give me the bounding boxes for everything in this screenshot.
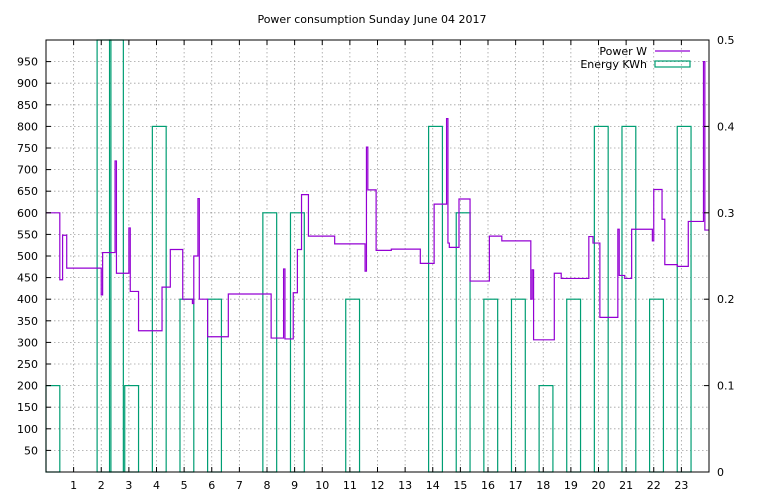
power-line [46,61,709,341]
x-tick-label: 15 [453,479,467,492]
y-right-tick-label: 0.1 [717,380,735,393]
x-tick-label: 10 [315,479,329,492]
x-tick-label: 13 [398,479,412,492]
y-right-tick-label: 0.4 [717,120,735,133]
x-tick-label: 19 [564,479,578,492]
y-right-tick-label: 0 [717,466,724,479]
x-tick-label: 2 [98,479,105,492]
y-left-tick-label: 700 [17,164,38,177]
energy-bar [649,298,665,473]
y-left-tick-label: 850 [17,99,38,112]
legend-swatch-energy [654,60,691,68]
y-left-tick-label: 800 [17,120,38,133]
y-right-tick-label: 0.2 [717,293,735,306]
x-tick-label: 12 [371,479,385,492]
x-tick-label: 23 [674,479,688,492]
power-line-layer [46,61,709,341]
y-left-tick-label: 200 [17,380,38,393]
chart-title: Power consumption Sunday June 04 2017 [257,13,486,26]
y-left-tick-label: 550 [17,228,38,241]
x-tick-label: 14 [426,479,440,492]
axis-ticks: 1 2 3 4 5 6 7 8 9 10 11 12 13 14 15 16 17 18 19 20 21 22 23501… [17,34,735,492]
x-tick-label: 22 [647,479,661,492]
x-tick-label: 1 [70,479,77,492]
x-tick-label: 11 [343,479,357,492]
x-tick-label: 5 [181,479,188,492]
y-left-tick-label: 650 [17,185,38,198]
y-left-tick-label: 750 [17,142,38,155]
x-tick-label: 9 [291,479,298,492]
x-tick-label: 20 [592,479,606,492]
y-left-tick-label: 150 [17,401,38,414]
energy-bar [345,298,361,473]
y-left-tick-label: 900 [17,77,38,90]
legend-label-energy: Energy KWh [580,58,647,71]
y-left-tick-label: 50 [24,444,38,457]
x-tick-label: 3 [125,479,132,492]
y-left-tick-label: 450 [17,272,38,285]
y-left-tick-label: 300 [17,336,38,349]
y-right-tick-label: 0.3 [717,207,735,220]
grid-layer [46,40,709,472]
x-tick-label: 7 [236,479,243,492]
y-left-tick-label: 250 [17,358,38,371]
x-tick-label: 16 [481,479,495,492]
legend-label-power: Power W [599,45,647,58]
legend: Power W Energy KWh [580,45,691,71]
x-tick-label: 4 [153,479,160,492]
y-left-tick-label: 950 [17,56,38,69]
y-left-tick-label: 400 [17,293,38,306]
y-left-tick-label: 350 [17,315,38,328]
y-right-tick-label: 0.5 [717,34,735,47]
x-tick-label: 17 [509,479,523,492]
x-tick-label: 18 [536,479,550,492]
x-tick-label: 21 [619,479,633,492]
y-left-tick-label: 100 [17,423,38,436]
y-left-tick-label: 600 [17,207,38,220]
y-left-tick-label: 500 [17,250,38,263]
x-tick-label: 6 [208,479,215,492]
x-tick-label: 8 [264,479,271,492]
energy-bar [621,125,637,473]
